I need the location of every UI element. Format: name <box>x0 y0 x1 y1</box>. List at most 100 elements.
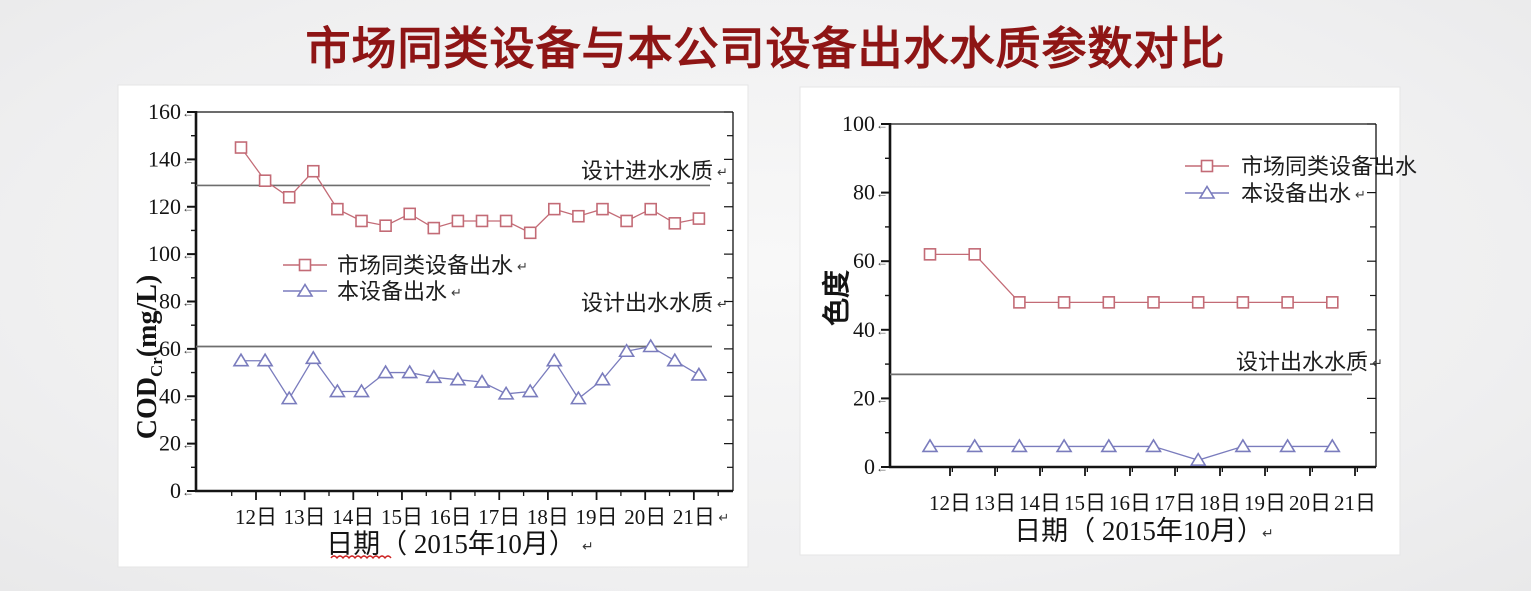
x-tick-label: 17日 <box>1154 491 1196 515</box>
x-tick-label: 12日 <box>929 491 971 515</box>
data-point-square <box>403 207 417 221</box>
return-mark-icon: ↵ <box>1262 527 1274 542</box>
data-point-triangle <box>642 338 660 353</box>
x-tick-label: 19日 <box>576 505 618 529</box>
return-mark-icon: ← <box>182 153 194 167</box>
x-tick-label: 19日 <box>1244 491 1286 515</box>
legend-triangle-icon <box>296 282 314 297</box>
data-point-square <box>968 248 982 261</box>
return-mark-icon: ← <box>182 248 194 262</box>
y-tick-label: 140 <box>148 146 181 171</box>
return-mark-icon: ← <box>182 438 194 452</box>
return-mark-icon: ↵ <box>717 297 728 312</box>
x-tick-label: 13日 <box>284 505 326 529</box>
return-mark-icon: ← <box>876 392 888 406</box>
data-point-triangle <box>666 352 684 367</box>
return-mark-icon: ↵ <box>517 259 528 274</box>
data-point-triangle <box>328 383 346 398</box>
data-point-square <box>427 221 441 235</box>
data-point-square <box>692 212 706 225</box>
x-tick-label: 13日 <box>974 491 1016 515</box>
data-point-square <box>1191 296 1205 309</box>
x-tick-label: 18日 <box>1199 491 1241 515</box>
legend-square-icon <box>298 258 312 272</box>
x-tick-label: 21日 <box>1334 491 1376 515</box>
data-point-triangle <box>1100 438 1118 453</box>
data-point-square <box>475 214 489 228</box>
y-tick-label: 20 <box>853 385 875 410</box>
y-tick-label: 0 <box>864 454 875 479</box>
data-point-triangle <box>1055 438 1073 453</box>
reference-line-label: 设计出水水质 <box>1236 349 1368 374</box>
data-point-square <box>306 164 320 178</box>
series-line-ours <box>930 445 1333 461</box>
data-point-triangle <box>521 383 539 398</box>
x-tick-label: 20日 <box>1289 491 1331 515</box>
data-point-square <box>258 174 272 187</box>
data-point-triangle <box>545 352 563 367</box>
data-point-triangle <box>690 366 708 381</box>
y-tick-label: 80 <box>159 289 181 314</box>
data-point-triangle <box>618 343 636 358</box>
return-mark-icon: ← <box>182 390 194 404</box>
return-mark-icon: ← <box>182 201 194 215</box>
return-mark-icon: ← <box>876 461 888 475</box>
data-point-triangle <box>1234 438 1252 453</box>
return-mark-icon: ↵ <box>718 510 729 525</box>
y-tick-label: 100 <box>148 241 181 266</box>
data-point-triangle <box>473 373 491 388</box>
y-tick-label: 20 <box>159 431 181 456</box>
data-point-square <box>1057 296 1071 309</box>
data-point-triangle <box>377 364 395 379</box>
spellcheck-squiggle <box>330 555 392 560</box>
y-tick-label: 60 <box>159 336 181 361</box>
page-title: 市场同类设备与本公司设备出水水质参数对比 <box>305 23 1226 74</box>
data-point-triangle <box>353 383 370 398</box>
x-tick-label: 12日 <box>235 505 277 529</box>
data-point-triangle <box>1189 452 1207 466</box>
x-tick-label: 16日 <box>430 505 472 529</box>
x-tick-label: 20日 <box>624 505 666 529</box>
y-axis-title: CODCr(mg/L) <box>132 275 166 440</box>
x-tick-label: 16日 <box>1109 491 1151 515</box>
data-point-square <box>523 226 537 240</box>
legend-square-icon <box>1200 159 1214 173</box>
data-point-square <box>620 214 633 228</box>
y-tick-label: 60 <box>853 248 875 273</box>
data-point-triangle <box>594 371 611 386</box>
x-axis-title: 日期（ 2015年10月） <box>1014 516 1264 546</box>
y-tick-label: 160 <box>148 99 181 124</box>
return-mark-icon: ↵ <box>717 164 728 179</box>
series-line-market <box>930 253 1333 304</box>
data-point-triangle <box>256 352 274 367</box>
data-point-square <box>547 202 561 216</box>
data-point-square <box>923 248 937 261</box>
legend-label: 市场同类设备出水 <box>1241 154 1417 179</box>
legend-label: 本设备出水 <box>337 279 447 304</box>
chart-right: 0 ←20 ←40 ←60 ←80 ←100 ←12日 13日 14日 15日 16日 17日 18日 1… <box>799 86 1417 556</box>
return-mark-icon: ← <box>182 343 194 357</box>
data-point-triangle <box>1323 438 1341 453</box>
data-point-triangle <box>921 438 939 453</box>
x-tick-label: 14日 <box>332 505 374 529</box>
return-mark-icon: ← <box>876 324 888 338</box>
data-point-square <box>379 219 392 232</box>
data-point-square <box>1326 296 1339 309</box>
data-point-square <box>355 214 368 228</box>
return-mark-icon: ← <box>876 118 888 132</box>
y-tick-label: 40 <box>853 317 875 342</box>
return-mark-icon: ← <box>182 296 194 310</box>
data-point-square <box>499 214 513 228</box>
legend-triangle-icon <box>1198 184 1216 199</box>
data-point-triangle <box>280 390 298 405</box>
chart-left: 0 ←20 ←40 ←60 ←80 ←100 ←120 ←140 ←160 ←12日 13日 14日 1… <box>117 84 749 568</box>
reference-line-label: 设计进水水质 <box>581 158 713 183</box>
data-point-square <box>234 141 248 154</box>
x-axis-title: 日期（ 2015年10月） <box>326 529 576 559</box>
legend-label: 市场同类设备出水 <box>337 253 513 278</box>
x-tick-label: 21日 <box>673 505 715 529</box>
data-point-square <box>572 209 585 223</box>
x-tick-label: 15日 <box>381 505 423 529</box>
y-tick-label: 120 <box>148 194 181 219</box>
data-point-triangle <box>425 369 443 384</box>
